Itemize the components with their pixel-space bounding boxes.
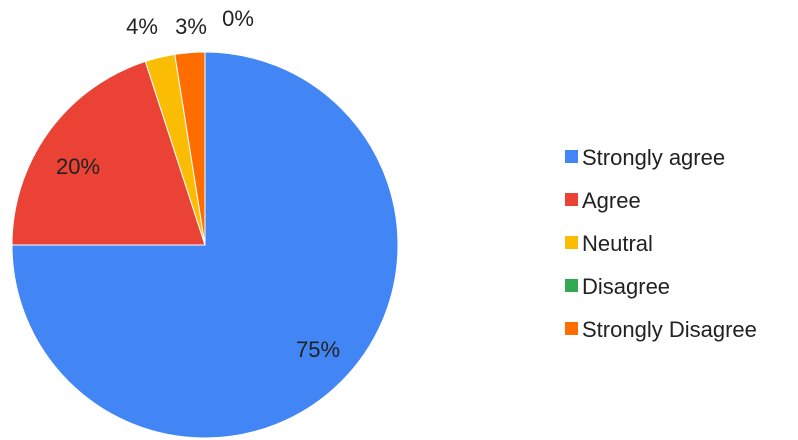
legend-label-strongly-disagree: Strongly Disagree: [582, 317, 757, 342]
legend-label-neutral: Neutral: [582, 231, 653, 256]
legend-swatch-strongly-agree: [565, 150, 578, 163]
slice-agree: [11, 60, 206, 246]
legend-swatch-strongly-disagree: [565, 322, 578, 335]
slice-labels: 75% 20% 4% 0% 3%: [56, 6, 340, 362]
legend-item-agree: Agree: [565, 188, 641, 213]
slice-label-agree: 20%: [56, 154, 100, 179]
legend-swatch-agree: [565, 193, 578, 206]
legend-label-disagree: Disagree: [582, 274, 670, 299]
legend-item-neutral: Neutral: [565, 231, 653, 256]
slice-label-disagree: 0%: [222, 6, 254, 31]
legend-item-strongly-disagree: Strongly Disagree: [565, 317, 757, 342]
legend: Strongly agree Agree Neutral Disagree Strong…: [565, 145, 757, 342]
slice-label-neutral: 4%: [126, 14, 158, 39]
legend-item-strongly-agree: Strongly agree: [565, 145, 725, 170]
legend-swatch-disagree: [565, 279, 578, 292]
pie-slices: [11, 51, 399, 439]
legend-swatch-neutral: [565, 236, 578, 249]
legend-item-disagree: Disagree: [565, 274, 670, 299]
slice-strongly-agree: [11, 51, 399, 439]
slice-label-strongly-agree: 75%: [296, 337, 340, 362]
slice-strongly-disagree: [174, 51, 206, 246]
legend-label-strongly-agree: Strongly agree: [582, 145, 725, 170]
legend-label-agree: Agree: [582, 188, 641, 213]
slice-label-strongly-disagree: 3%: [175, 14, 207, 39]
